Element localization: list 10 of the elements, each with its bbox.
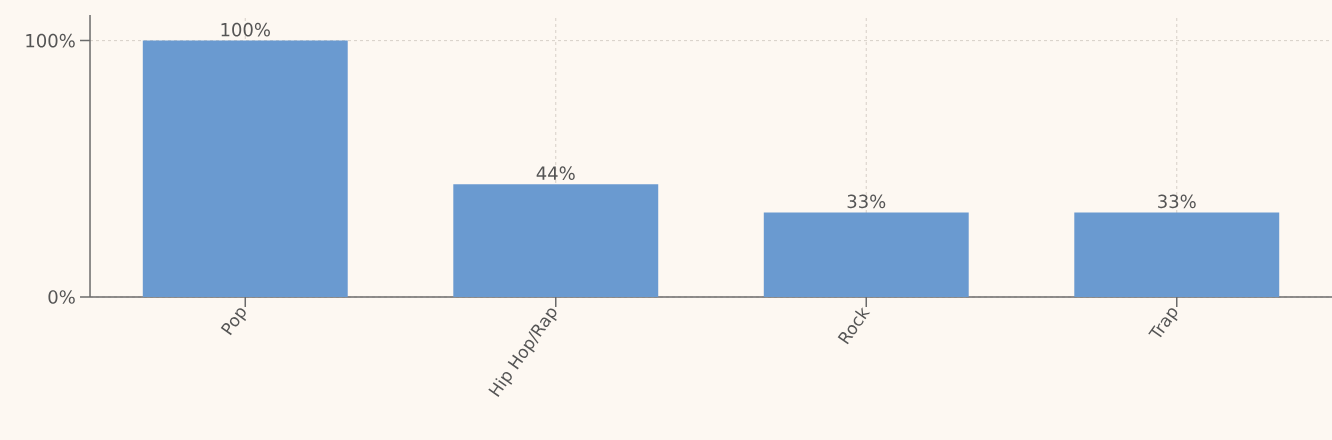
data-label: 100%: [221, 22, 270, 37]
bar: [763, 212, 969, 297]
bar: [453, 184, 659, 297]
data-label: 44%: [536, 166, 575, 180]
bar: [1074, 212, 1280, 297]
data-label: 33%: [1158, 194, 1196, 209]
x-tick-label: Pop: [220, 308, 247, 336]
bar: [142, 40, 348, 297]
y-tick-label: 0%: [48, 290, 75, 304]
data-label: 33%: [847, 194, 886, 209]
